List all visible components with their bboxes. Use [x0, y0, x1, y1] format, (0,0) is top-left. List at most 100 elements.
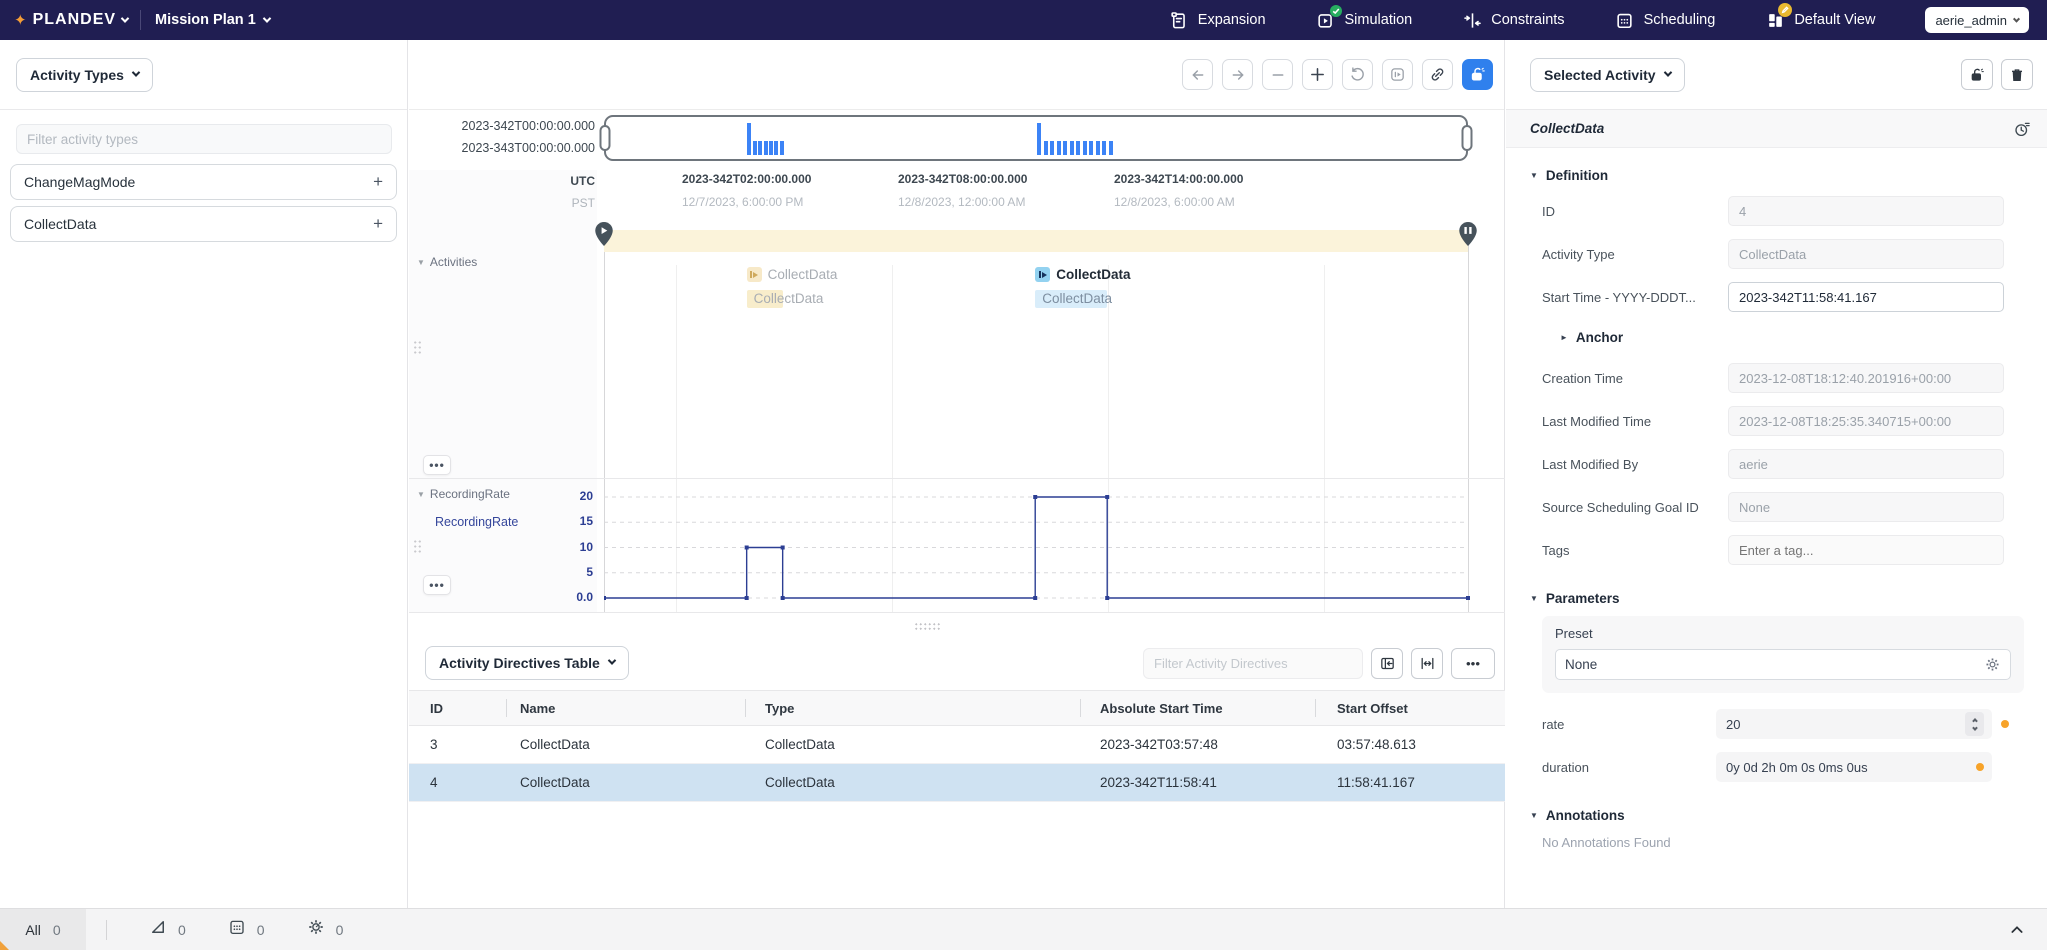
- activity-collectdata-1[interactable]: CollectData CollectData: [747, 266, 838, 308]
- field-label-id: ID: [1542, 204, 1728, 219]
- activity-type-item-collectdata[interactable]: CollectData +: [10, 206, 397, 242]
- y-axis-tick: 0.0: [409, 590, 593, 604]
- history-forward-button[interactable]: [1222, 59, 1253, 90]
- panel-selector-selected-activity[interactable]: Selected Activity: [1530, 58, 1685, 92]
- status-constraints[interactable]: 0: [149, 918, 186, 941]
- activity-type-label: CollectData: [24, 216, 96, 232]
- collapse-triangle-icon: ▼: [417, 258, 425, 267]
- toggle-side-panel-button[interactable]: [1371, 648, 1403, 679]
- preset-label: Preset: [1555, 626, 2011, 641]
- unlock-activity-button[interactable]: [1961, 59, 1993, 90]
- section-header-annotations[interactable]: ▼ Annotations: [1530, 808, 2027, 823]
- column-header-type[interactable]: Type: [765, 701, 1100, 716]
- section-header-definition[interactable]: ▼ Definition: [1530, 168, 2027, 183]
- activity-collectdata-2[interactable]: CollectData CollectData: [1035, 266, 1130, 308]
- activity-history-icon[interactable]: [2013, 120, 2031, 138]
- plan-start-pin[interactable]: [595, 222, 613, 251]
- timeline-toolbar: [409, 40, 1504, 110]
- plan-end-pin[interactable]: [1459, 222, 1477, 251]
- status-all-count: 0: [53, 922, 61, 938]
- nav-item-default-view[interactable]: Default View: [1765, 10, 1875, 30]
- activity-types-panel: Activity Types ChangeMagMode + CollectDa…: [0, 40, 408, 908]
- column-resize-handle[interactable]: [1080, 699, 1081, 717]
- panel-resize-handle[interactable]: [914, 622, 942, 630]
- nav-item-label: Simulation: [1345, 12, 1413, 28]
- param-value-rate[interactable]: 20: [1726, 717, 1740, 732]
- column-header-name[interactable]: Name: [520, 701, 765, 716]
- row-label-text: Activities: [430, 255, 477, 269]
- corner-notification-triangle: [0, 941, 9, 950]
- required-parameter-dot: [1976, 763, 1984, 771]
- panel-selector-activity-types[interactable]: Activity Types: [16, 58, 153, 92]
- number-stepper[interactable]: [1965, 712, 1984, 736]
- cell-id: 3: [430, 737, 520, 752]
- column-header-start-offset[interactable]: Start Offset: [1337, 701, 1505, 716]
- gear-icon[interactable]: [1984, 656, 2001, 673]
- column-header-absolute-start-time[interactable]: Absolute Start Time: [1100, 701, 1337, 716]
- panel-selector-activity-directives-table[interactable]: Activity Directives Table: [425, 646, 629, 680]
- column-resize-handle[interactable]: [1315, 699, 1316, 717]
- activity-header-bar: CollectData: [1506, 110, 2047, 148]
- activities-row-menu-button[interactable]: •••: [423, 455, 451, 475]
- table-row-activity-3[interactable]: 3 CollectData CollectData 2023-342T03:57…: [409, 726, 1505, 764]
- chevron-down-icon: [263, 14, 271, 22]
- brush-handle-left[interactable]: [600, 125, 611, 151]
- unlock-toggle-button[interactable]: [1462, 59, 1493, 90]
- section-label: Definition: [1546, 168, 1608, 183]
- activity-types-header: Activity Types: [0, 40, 407, 110]
- autofit-columns-button[interactable]: [1411, 648, 1443, 679]
- add-activity-icon[interactable]: +: [373, 214, 383, 234]
- preset-select[interactable]: None: [1555, 649, 2011, 680]
- tick-pst: 12/8/2023, 12:00:00 AM: [898, 195, 1027, 209]
- table-filter-input[interactable]: [1143, 648, 1363, 679]
- plan-range-end: 2023-343T00:00:00.000: [409, 141, 595, 155]
- user-menu[interactable]: aerie_admin: [1925, 7, 2029, 33]
- nav-item-label: Scheduling: [1644, 12, 1716, 28]
- column-resize-handle[interactable]: [506, 699, 507, 717]
- status-simulation[interactable]: 0: [307, 918, 344, 941]
- param-field-duration[interactable]: 0y 0d 2h 0m 0s 0ms 0us: [1716, 752, 1992, 782]
- brush-handle-right[interactable]: [1462, 125, 1473, 151]
- status-filter-all[interactable]: All 0: [0, 909, 86, 950]
- collapse-triangle-icon: ▼: [1530, 811, 1538, 820]
- nav-item-label: Constraints: [1491, 12, 1564, 28]
- link-button[interactable]: [1422, 59, 1453, 90]
- column-resize-handle[interactable]: [745, 699, 746, 717]
- time-axis: UTC PST 2023-342T02:00:00.000 12/7/2023,…: [409, 170, 1505, 225]
- nav-item-simulation[interactable]: Simulation: [1316, 10, 1413, 30]
- activities-row-header[interactable]: ▼ Activities: [417, 255, 477, 269]
- plan-selector[interactable]: Mission Plan 1: [155, 12, 270, 28]
- minimap-brush[interactable]: [604, 115, 1468, 161]
- activity-types-filter-input[interactable]: [16, 124, 392, 154]
- section-label: Anchor: [1576, 330, 1623, 345]
- nav-item-expansion[interactable]: Expansion: [1169, 10, 1266, 30]
- field-input-tags[interactable]: [1728, 535, 2004, 565]
- zoom-in-button[interactable]: [1302, 59, 1333, 90]
- row-drag-handle[interactable]: [413, 340, 422, 356]
- follow-cursor-button[interactable]: [1382, 59, 1413, 90]
- table-menu-button[interactable]: •••: [1451, 648, 1495, 679]
- status-scheduling[interactable]: 0: [228, 918, 265, 941]
- reset-view-button[interactable]: [1342, 59, 1373, 90]
- plan-duration-band: [604, 230, 1468, 252]
- expansion-icon: [1169, 10, 1189, 30]
- zoom-out-button[interactable]: [1262, 59, 1293, 90]
- activity-type-item-changemagmode[interactable]: ChangeMagMode +: [10, 164, 397, 200]
- history-back-button[interactable]: [1182, 59, 1213, 90]
- ruler-triangle-icon: [149, 918, 167, 941]
- delete-activity-button[interactable]: [2001, 59, 2033, 90]
- section-header-anchor[interactable]: ► Anchor: [1560, 330, 2027, 345]
- app-logo-menu[interactable]: ✦ PLANDEV: [14, 11, 128, 29]
- tick-pst: 12/8/2023, 6:00:00 AM: [1114, 195, 1243, 209]
- add-activity-icon[interactable]: +: [373, 172, 383, 192]
- section-header-parameters[interactable]: ▼ Parameters: [1530, 591, 2027, 606]
- field-input-start-time[interactable]: [1728, 282, 2004, 312]
- table-row-activity-4[interactable]: 4 CollectData CollectData 2023-342T11:58…: [409, 764, 1505, 802]
- chevron-up-icon[interactable]: [2009, 922, 2025, 938]
- field-input-creation-time: [1728, 363, 2004, 393]
- app-logo: PLANDEV: [33, 11, 116, 29]
- nav-item-constraints[interactable]: Constraints: [1462, 10, 1564, 30]
- nav-item-scheduling[interactable]: Scheduling: [1615, 10, 1716, 30]
- chevron-down-icon: [608, 656, 616, 664]
- utc-axis-label: UTC: [409, 174, 595, 188]
